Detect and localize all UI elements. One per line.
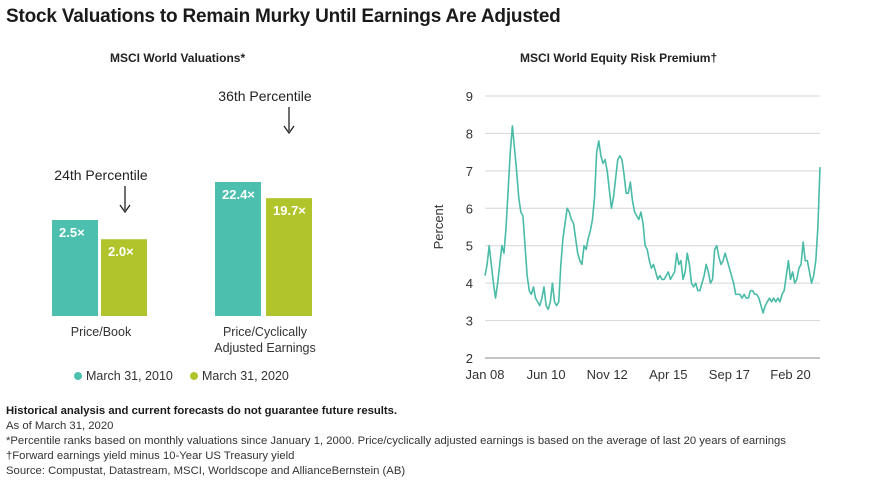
x-tick-label: Nov 12 (587, 367, 628, 382)
bar (266, 198, 312, 316)
category-label: Price/Book (71, 325, 132, 339)
bar-value-label: 19.7× (273, 203, 306, 218)
y-tick-label: 7 (466, 164, 473, 179)
bar-value-label: 2.0× (108, 244, 134, 259)
bar-chart: 2.5× 2.0× 22.4× 19.7× Price/Book Price/Cyclic… (52, 88, 316, 383)
bar (215, 182, 261, 316)
x-tick-label: Sep 17 (709, 367, 750, 382)
legend-swatch (190, 372, 198, 380)
x-tick-label: Feb 20 (770, 367, 810, 382)
footnote-percentile: *Percentile ranks based on monthly valua… (6, 435, 786, 447)
bar (101, 239, 147, 316)
annotation: 24th Percentile (54, 167, 148, 183)
category-label: Price/Cyclically (223, 325, 308, 339)
y-tick-label: 3 (466, 314, 473, 329)
series-line (484, 125, 821, 314)
page-title: Stock Valuations to Remain Murky Until E… (6, 6, 561, 27)
source-note: Source: Compustat, Datastream, MSCI, Wor… (6, 465, 406, 477)
legend-label: March 31, 2020 (202, 369, 289, 383)
y-tick-label: 9 (466, 89, 473, 104)
footer: Historical analysis and current forecast… (6, 404, 786, 479)
y-tick-label: 2 (466, 351, 473, 366)
footnote-risk-premium: †Forward earnings yield minus 10-Year US… (6, 450, 295, 462)
legend-label: March 31, 2010 (86, 369, 173, 383)
x-tick-label: Jan 08 (465, 367, 504, 382)
x-tick-label: Jun 10 (527, 367, 566, 382)
category-label: Adjusted Earnings (214, 341, 315, 355)
legend-swatch (74, 372, 82, 380)
disclaimer: Historical analysis and current forecast… (6, 405, 398, 417)
annotation-arrowhead (119, 204, 131, 214)
y-axis-label: Percent (431, 204, 446, 249)
y-tick-label: 5 (466, 239, 473, 254)
line-chart-title: MSCI World Equity Risk Premium† (520, 51, 718, 65)
as-of-date: As of March 31, 2020 (6, 420, 114, 432)
bar-value-label: 2.5× (59, 225, 85, 240)
y-tick-label: 4 (466, 276, 473, 291)
line-chart: 2 3 4 5 6 7 8 9 Percent Jan 08 Jun 10 Nov 12 Apr 15 S… (431, 89, 821, 382)
x-tick-label: Apr 15 (649, 367, 687, 382)
annotation-arrowhead (283, 125, 295, 135)
bar-value-label: 22.4× (222, 187, 255, 202)
bar-chart-title: MSCI World Valuations* (110, 51, 246, 65)
y-tick-label: 8 (466, 126, 473, 141)
annotation: 36th Percentile (218, 88, 312, 104)
bar (52, 220, 98, 316)
y-tick-label: 6 (466, 201, 473, 216)
